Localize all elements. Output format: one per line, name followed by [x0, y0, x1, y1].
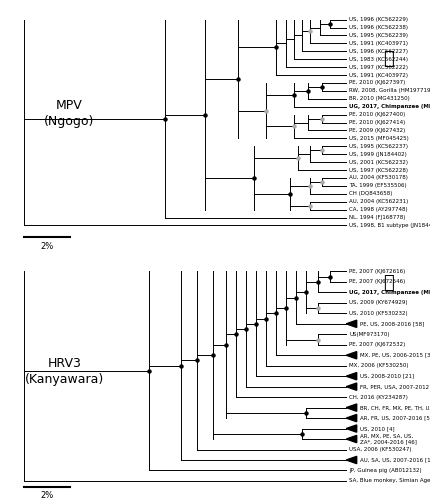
Text: MX, PE, US, 2006-2015 [31]: MX, PE, US, 2006-2015 [31] [359, 352, 430, 358]
Text: US, 1996 (KC562227): US, 1996 (KC562227) [349, 49, 408, 54]
Text: AU, 2004 (KF530178): AU, 2004 (KF530178) [349, 176, 407, 180]
Text: AR, FR, US, 2007-2016 [54]: AR, FR, US, 2007-2016 [54] [359, 416, 430, 420]
Text: PE, 2010 (KJ627400): PE, 2010 (KJ627400) [349, 112, 405, 117]
Text: CH (DQ843658): CH (DQ843658) [349, 192, 392, 196]
Polygon shape [345, 404, 356, 411]
Text: US, 1995 (KC562237): US, 1995 (KC562237) [349, 144, 408, 149]
Text: HRV3
(Kanyawara): HRV3 (Kanyawara) [25, 357, 104, 386]
Text: US, 1997 (KC562228): US, 1997 (KC562228) [349, 168, 408, 172]
Text: UG, 2017, Chimpanzee (MH428627)*: UG, 2017, Chimpanzee (MH428627)* [349, 290, 430, 295]
Text: US, 2008-2010 [21]: US, 2008-2010 [21] [359, 374, 413, 378]
Polygon shape [345, 436, 356, 442]
Text: SA, Blue monkey, Simian Agent 10 (HM583801)*: SA, Blue monkey, Simian Agent 10 (HM5838… [349, 478, 430, 484]
Text: RW, 2008, Gorilla (HM197719): RW, 2008, Gorilla (HM197719) [349, 88, 430, 94]
Text: US, 1999 (JN184402): US, 1999 (JN184402) [349, 152, 406, 156]
Polygon shape [345, 352, 356, 359]
Text: MX, 2006 (KF530250): MX, 2006 (KF530250) [349, 363, 408, 368]
Text: MPV
(Ngogo): MPV (Ngogo) [43, 100, 94, 128]
Text: US, 1995 (KC562239): US, 1995 (KC562239) [349, 33, 408, 38]
Text: AR, MX, PE, SA, US,
ZA*, 2004-2016 [46]: AR, MX, PE, SA, US, ZA*, 2004-2016 [46] [359, 434, 416, 444]
Polygon shape [345, 425, 356, 432]
Text: US, 2001 (KC562232): US, 2001 (KC562232) [349, 160, 408, 164]
Text: BR, CH, FR, MX, PE, TH, US, 2003-2016 [24]: BR, CH, FR, MX, PE, TH, US, 2003-2016 [2… [359, 405, 430, 410]
Text: PE, US, 2008-2016 [58]: PE, US, 2008-2016 [58] [359, 322, 423, 326]
Text: PE, 2009 (KJ627432): PE, 2009 (KJ627432) [349, 128, 405, 133]
Text: PE, 2007 (KJ672616): PE, 2007 (KJ672616) [349, 269, 405, 274]
Text: US(MF973170): US(MF973170) [349, 332, 389, 337]
Text: 2%: 2% [41, 491, 54, 500]
Text: TA, 1999 (EF535506): TA, 1999 (EF535506) [349, 184, 406, 188]
Text: US, 1991 (KC403971): US, 1991 (KC403971) [349, 41, 408, 46]
Text: US, 1998, B1 subtype (JN184401): US, 1998, B1 subtype (JN184401) [349, 223, 430, 228]
Text: CH, 2016 (KY234287): CH, 2016 (KY234287) [349, 394, 407, 400]
Text: NL, 1994 (FJ168778): NL, 1994 (FJ168778) [349, 215, 405, 220]
Text: PE, 2007 (KJ672546): PE, 2007 (KJ672546) [349, 280, 405, 284]
Text: PE, 2007 (KJ672532): PE, 2007 (KJ672532) [349, 342, 405, 347]
Text: PE, 2010 (KJ627397): PE, 2010 (KJ627397) [349, 80, 405, 86]
Text: 🦧: 🦧 [382, 50, 393, 68]
Text: US, 2009 (KY674929): US, 2009 (KY674929) [349, 300, 407, 306]
Text: 2%: 2% [41, 242, 54, 251]
Text: AU, 2004 (KC562231): AU, 2004 (KC562231) [349, 199, 408, 204]
Text: JP, Guinea pig (AB012132): JP, Guinea pig (AB012132) [349, 468, 421, 473]
Text: US, 2015 (MF045425): US, 2015 (MF045425) [349, 136, 408, 141]
Polygon shape [345, 383, 356, 390]
Polygon shape [345, 414, 356, 422]
Text: 🦧: 🦧 [382, 274, 393, 291]
Polygon shape [345, 456, 356, 464]
Text: US, 2010 (KF530232): US, 2010 (KF530232) [349, 311, 407, 316]
Polygon shape [345, 372, 356, 380]
Text: BR, 2010 (MG431250): BR, 2010 (MG431250) [349, 96, 409, 102]
Polygon shape [345, 320, 356, 328]
Text: AU, SA, US, 2007-2016 [10]: AU, SA, US, 2007-2016 [10] [359, 458, 430, 462]
Text: US, 1991 (KC403972): US, 1991 (KC403972) [349, 72, 408, 78]
Text: USA, 2006 (KF530247): USA, 2006 (KF530247) [349, 447, 411, 452]
Text: CA, 1998 (AY297748): CA, 1998 (AY297748) [349, 207, 407, 212]
Text: US, 1996 (KC562229): US, 1996 (KC562229) [349, 17, 408, 22]
Text: US, 1996 (KC562238): US, 1996 (KC562238) [349, 25, 408, 30]
Text: US, 1997 (KC562222): US, 1997 (KC562222) [349, 64, 408, 70]
Text: UG, 2017, Chimpanzee (MH428626)*: UG, 2017, Chimpanzee (MH428626)* [349, 104, 430, 109]
Text: FR, PER, USA, 2007-2012 [15]: FR, PER, USA, 2007-2012 [15] [359, 384, 430, 389]
Text: PE, 2010 (KJ627414): PE, 2010 (KJ627414) [349, 120, 405, 125]
Text: US, 2010 [4]: US, 2010 [4] [359, 426, 393, 431]
Text: US, 1983 (KC562244): US, 1983 (KC562244) [349, 56, 408, 62]
